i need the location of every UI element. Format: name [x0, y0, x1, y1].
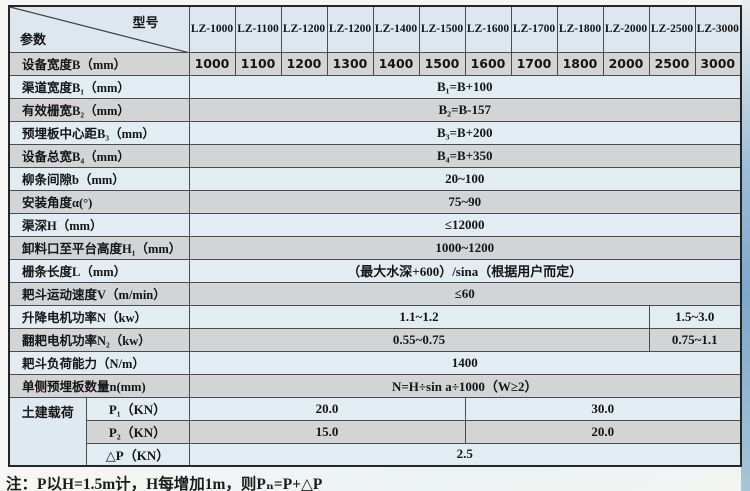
width-value-cell: 1600 [464, 51, 512, 76]
row-value-cell: B₃=B+200 [188, 120, 742, 145]
load-left-cell: 15.0 [188, 419, 466, 444]
header-row: 型号 参数 LZ-1000 LZ-1100 LZ-1200 LZ-1200 LZ… [8, 5, 742, 53]
row-bar-length: 栅条长度L（mm） （最大水深+600）/sina（根据用户而定） [8, 258, 742, 283]
width-value-cell: 1700 [510, 51, 558, 76]
row-label-cell: 翻耙电机功率N₂（kw） [8, 327, 190, 352]
corner-param-label: 参数 [20, 31, 47, 47]
row-label-cell: 设备宽度B（mm） [8, 51, 190, 76]
row-lift-motor-power: 升降电机功率N（kw） 1.1~1.2 1.5~3.0 [8, 304, 742, 329]
row-load-p1: 土建载荷 P₁（KN） 20.0 30.0 [8, 396, 742, 467]
row-rake-speed: 耙斗运动速度V（m/min） ≤60 [8, 281, 742, 306]
model-header-cell: LZ-1200 [280, 5, 328, 53]
row-value-cell: 1400 [188, 350, 742, 375]
row-discharge-height: 卸料口至平台高度H₁（mm） 1000~1200 [8, 235, 742, 260]
row-device-width: 设备宽度B（mm） 1000 1100 1200 1300 1400 1500 … [8, 51, 742, 76]
row-value-cell: B₄=B+350 [188, 143, 742, 168]
load-left-cell: 20.0 [188, 396, 466, 421]
row-label-cell: 耙斗运动速度V（m/min） [8, 281, 190, 306]
model-header-cell: LZ-1500 [418, 5, 466, 53]
row-value-cell: ≤60 [188, 281, 742, 306]
width-value-cell: 1500 [418, 51, 466, 76]
motor-right-cell: 1.5~3.0 [648, 304, 742, 329]
row-label-cell: 栅条长度L（mm） [8, 258, 190, 283]
row-bar-gap: 柳条间隙b（mm） 20~100 [8, 166, 742, 191]
model-header-cell: LZ-1800 [556, 5, 604, 53]
row-label-cell: 渠深H（mm） [8, 212, 190, 237]
row-label-cell: 卸料口至平台高度H₁（mm） [8, 235, 190, 260]
width-value-cell: 1000 [188, 51, 236, 76]
load-group-label-cell: 土建载荷 [8, 396, 87, 467]
motor-left-cell: 1.1~1.2 [188, 304, 650, 329]
row-total-width: 设备总宽B₄（mm） B₄=B+350 [8, 143, 742, 168]
row-label-cell: 预埋板中心距B₃（mm） [8, 120, 190, 145]
model-header-cell: LZ-1600 [464, 5, 512, 53]
load-sub-label-cell: P₂（KN） [85, 419, 190, 444]
row-embedded-plate-count: 单侧预埋板数量n(mm) N=H÷sin a÷1000（W≥2） [8, 373, 742, 398]
row-label-cell: 单侧预埋板数量n(mm) [8, 373, 190, 398]
row-value-cell: B₁=B+100 [188, 74, 742, 99]
model-header-cell: LZ-1200 [326, 5, 374, 53]
load-right-cell: 20.0 [464, 419, 742, 444]
width-value-cell: 2500 [648, 51, 696, 76]
motor-left-cell: 0.55~0.75 [188, 327, 650, 352]
load-sub-label-cell: P₁（KN） [85, 396, 190, 421]
model-header-cell: LZ-2000 [602, 5, 650, 53]
row-rake-load-capacity: 耙斗负荷能力（N/m） 1400 [8, 350, 742, 375]
width-value-cell: 1100 [234, 51, 282, 76]
row-label-cell: 升降电机功率N（kw） [8, 304, 190, 329]
model-header-cell: LZ-1000 [188, 5, 236, 53]
model-header-cell: LZ-3000 [694, 5, 742, 53]
row-label-cell: 有效栅宽B₂（mm） [8, 97, 190, 122]
row-channel-depth: 渠深H（mm） ≤12000 [8, 212, 742, 237]
row-label-cell: 设备总宽B₄（mm） [8, 143, 190, 168]
row-channel-width: 渠道宽度B₁（mm） B₁=B+100 [8, 74, 742, 99]
width-value-cell: 1400 [372, 51, 420, 76]
row-embedded-plate-distance: 预埋板中心距B₃（mm） B₃=B+200 [8, 120, 742, 145]
row-label-cell: 柳条间隙b（mm） [8, 166, 190, 191]
row-value-cell: N=H÷sin a÷1000（W≥2） [188, 373, 742, 398]
corner-model-label: 型号 [132, 15, 159, 30]
row-install-angle: 安装角度α(°) 75~90 [8, 189, 742, 214]
row-value-cell: ≤12000 [188, 212, 742, 237]
load-right-cell: 30.0 [464, 396, 742, 421]
width-value-cell: 1300 [326, 51, 374, 76]
width-value-cell: 3000 [694, 51, 742, 76]
model-header-cell: LZ-1100 [234, 5, 282, 53]
row-value-cell: 20~100 [188, 166, 742, 191]
motor-right-cell: 0.75~1.1 [648, 327, 742, 352]
width-value-cell: 1200 [280, 51, 328, 76]
row-label-cell: 安装角度α(°) [8, 189, 190, 214]
model-header-cell: LZ-2500 [648, 5, 696, 53]
footnote: 注：P以H=1.5m计，H每增加1m，则Pₙ=P+△P [6, 476, 323, 491]
width-value-cell: 1800 [556, 51, 604, 76]
width-value-cell: 2000 [602, 51, 650, 76]
model-header-cell: LZ-1400 [372, 5, 420, 53]
row-value-cell: （最大水深+600）/sina（根据用户而定） [188, 258, 742, 283]
row-rake-motor-power: 翻耙电机功率N₂（kw） 0.55~0.75 0.75~1.1 [8, 327, 742, 352]
diagonal-divider [10, 7, 185, 51]
page-edge-gradient [741, 0, 750, 491]
row-label-cell: 渠道宽度B₁（mm） [8, 74, 190, 99]
corner-cell: 型号 参数 [8, 5, 190, 53]
row-value-cell: 75~90 [188, 189, 742, 214]
row-label-cell: 耙斗负荷能力（N/m） [8, 350, 190, 375]
row-load-p2: P₂（KN） 15.0 20.0 [9, 419, 742, 444]
load-sub-label-cell: △P（KN） [85, 442, 190, 467]
spec-table: 型号 参数 LZ-1000 LZ-1100 LZ-1200 LZ-1200 LZ… [8, 5, 742, 467]
model-header-cell: LZ-1700 [510, 5, 558, 53]
row-value-cell: 2.5 [188, 442, 742, 467]
row-load-delta-p: △P（KN） 2.5 [9, 442, 742, 467]
row-value-cell: B₂=B-157 [188, 97, 742, 122]
row-value-cell: 1000~1200 [188, 235, 742, 260]
row-effective-grid-width: 有效栅宽B₂（mm） B₂=B-157 [8, 97, 742, 122]
